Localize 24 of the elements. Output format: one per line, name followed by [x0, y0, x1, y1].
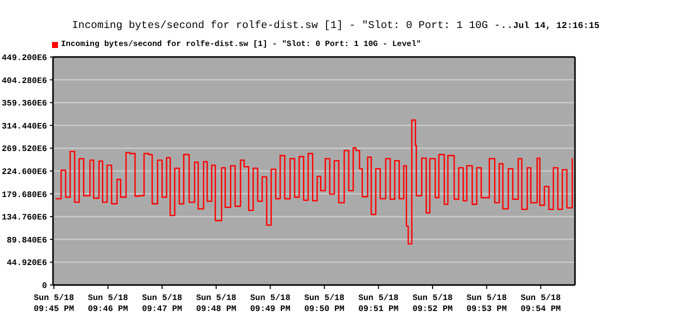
x-tick-label: Sun 5/18 09:54 PM [520, 293, 561, 314]
y-tick-label: 89.840E6 [6, 235, 47, 246]
x-tick-label: Sun 5/18 09:51 PM [358, 293, 399, 314]
y-tick-label: 224.600E6 [2, 167, 47, 177]
y-tick-label: 404.280E6 [2, 76, 47, 86]
x-tick-label: Sun 5/18 09:50 PM [304, 293, 344, 314]
legend-label: Incoming bytes/second for rolfe-dist.sw [1] - "Slot: 0 Port: 1 10G - Level" [61, 40, 422, 49]
y-tick-label: 134.760E6 [2, 212, 47, 223]
x-tick-label: Sun 5/18 09:49 PM [250, 293, 290, 314]
x-tick-label: Sun 5/18 09:47 PM [142, 293, 182, 314]
y-tick-label: 449.200E6 [2, 53, 47, 63]
y-tick-label: 44.920E6 [6, 258, 47, 268]
chart-title: Incoming bytes/second for rolfe-dist.sw [1] - "Slot: 0 Port: 1 10G -.. [72, 20, 514, 32]
y-tick-label: 269.520E6 [2, 144, 47, 154]
x-tick-label: Sun 5/18 09:53 PM [466, 293, 507, 314]
chart-subtitle: Jul 14, 12:16:15 [513, 21, 600, 31]
y-tick-label: 359.360E6 [2, 98, 47, 109]
x-tick-label: Sun 5/18 09:46 PM [88, 293, 128, 314]
y-tick-label: 314.440E6 [2, 121, 47, 132]
x-tick-label: Sun 5/18 09:45 PM [34, 293, 74, 314]
y-tick-label: 0 [42, 281, 47, 291]
y-tick-label: 179.680E6 [2, 190, 47, 200]
x-tick-label: Sun 5/18 09:48 PM [196, 293, 236, 314]
x-tick-label: Sun 5/18 09:52 PM [412, 293, 453, 314]
